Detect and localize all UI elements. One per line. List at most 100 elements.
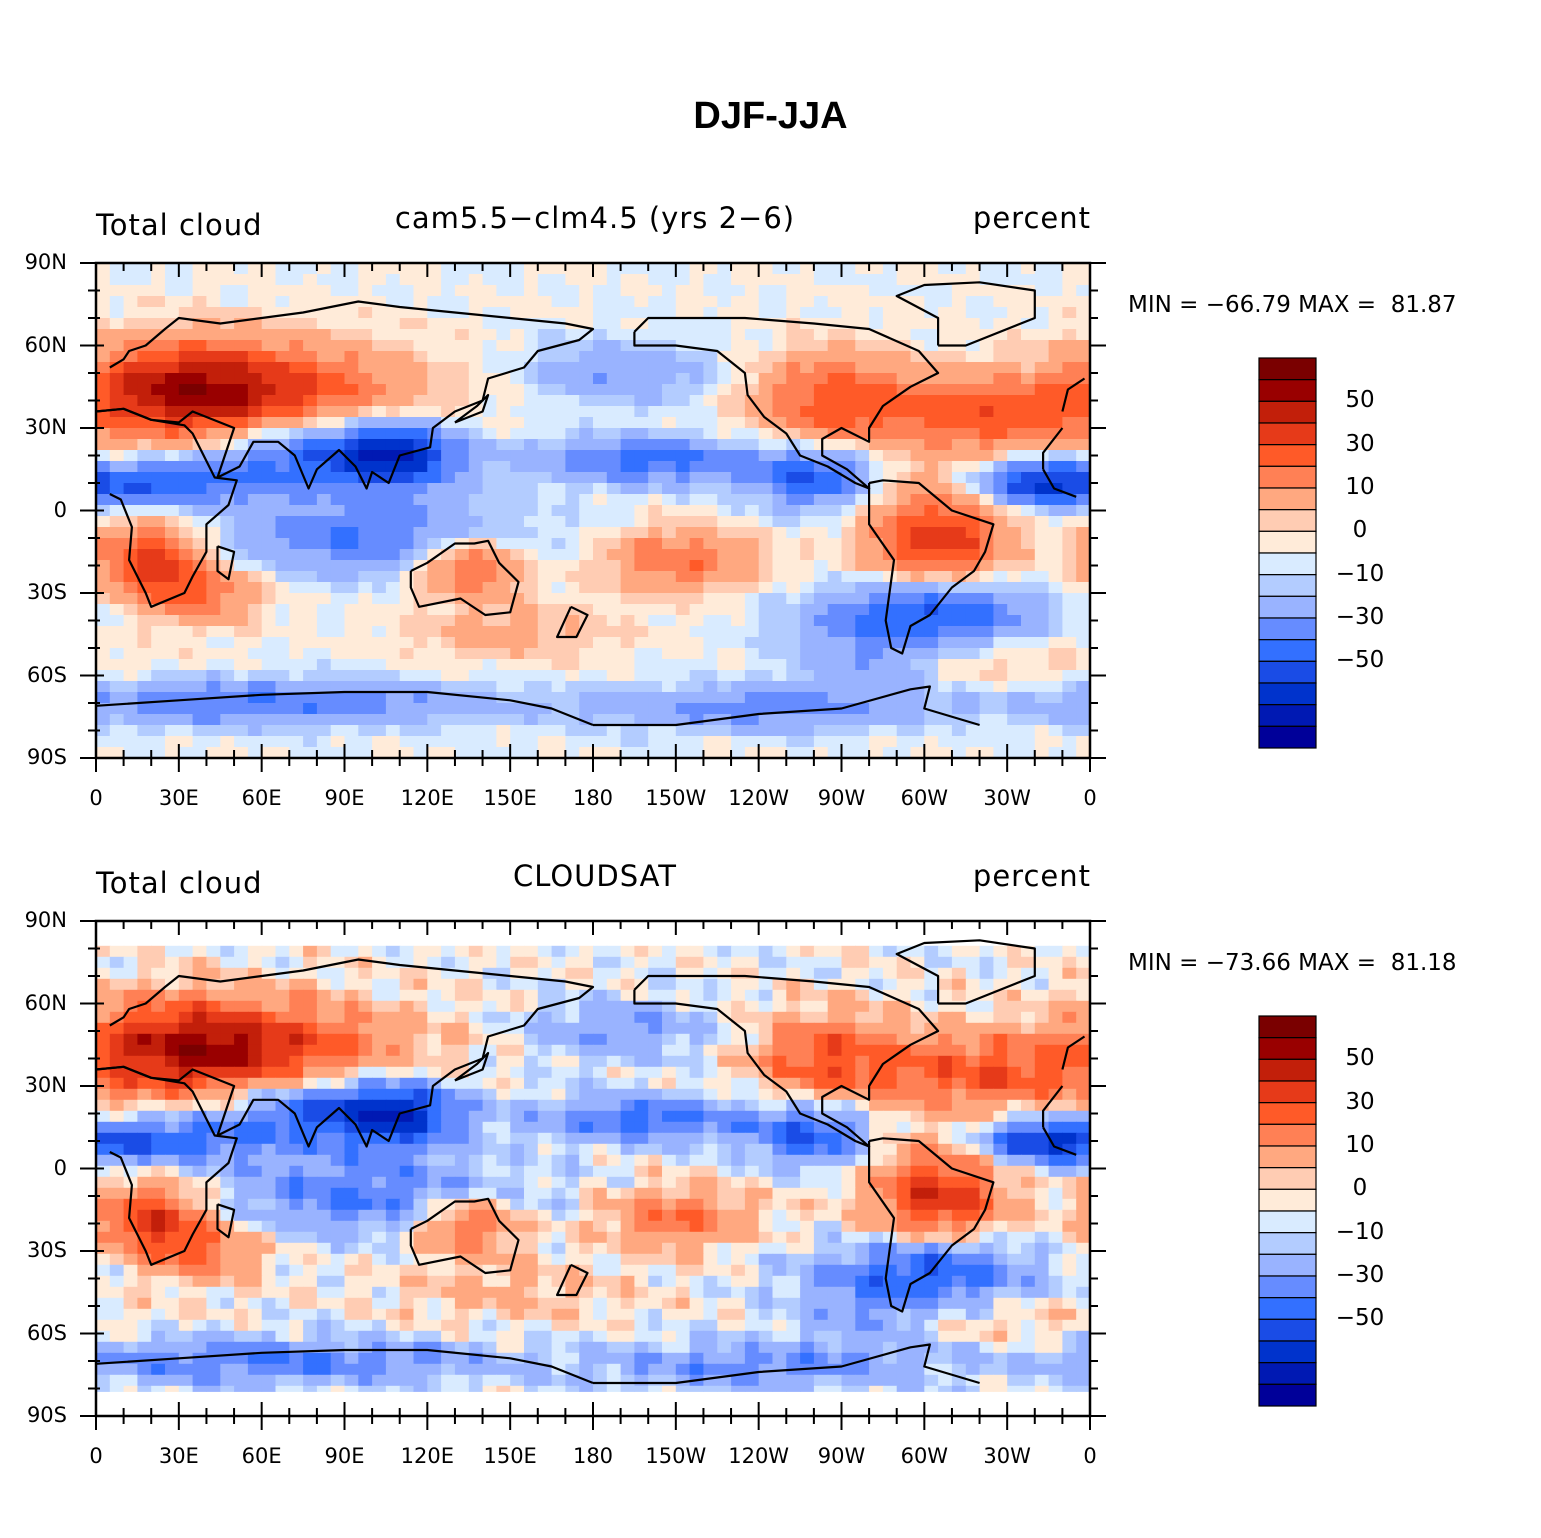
field-cell: [744, 1176, 760, 1189]
field-cell: [1062, 681, 1077, 693]
field-cell: [731, 725, 746, 737]
field-cell: [1062, 285, 1077, 297]
field-cell: [593, 1176, 608, 1189]
field-cell: [316, 604, 332, 616]
field-cell: [869, 593, 884, 605]
field-cell: [303, 527, 318, 539]
field-cell: [178, 637, 194, 649]
field-cell: [551, 692, 566, 704]
field-cell: [841, 692, 856, 704]
field-cell: [993, 736, 1008, 748]
field-cell: [758, 604, 774, 616]
field-cell: [524, 978, 539, 991]
field-cell: [358, 362, 373, 374]
field-cell: [358, 1110, 373, 1123]
field-cell: [1076, 725, 1091, 737]
field-cell: [813, 736, 829, 748]
field-cell: [855, 1055, 870, 1068]
field-cell: [841, 945, 856, 958]
field-cell: [648, 516, 663, 528]
field-cell: [827, 714, 843, 726]
field-cell: [151, 406, 166, 418]
field-cell: [399, 1088, 415, 1101]
field-cell: [620, 1110, 635, 1123]
field-cell: [1048, 1000, 1063, 1013]
field-cell: [1048, 725, 1063, 737]
field-cell: [399, 956, 415, 969]
field-cell: [1021, 978, 1036, 991]
field-cell: [813, 945, 829, 958]
field-cell: [468, 461, 484, 473]
field-cell: [330, 615, 346, 627]
field-cell: [385, 1022, 401, 1035]
field-cell: [717, 571, 732, 583]
field-cell: [537, 1088, 553, 1101]
field-cell: [703, 1088, 718, 1101]
field-cell: [303, 714, 318, 726]
field-cell: [220, 560, 235, 572]
field-cell: [427, 406, 442, 418]
field-cell: [924, 494, 939, 506]
field-cell: [1021, 615, 1036, 627]
field-cell: [579, 1033, 594, 1046]
field-cell: [468, 1154, 484, 1167]
field-cell: [303, 747, 318, 759]
field-cell: [772, 1066, 787, 1079]
field-cell: [220, 725, 235, 737]
field-cell: [979, 274, 994, 286]
field-cell: [731, 736, 746, 748]
field-cell: [634, 714, 649, 726]
field-cell: [192, 329, 207, 341]
field-cell: [537, 406, 553, 418]
field-cell: [1021, 1055, 1036, 1068]
field-cell: [441, 1077, 456, 1090]
field-cell: [800, 670, 815, 682]
field-cell: [496, 351, 511, 363]
field-cell: [648, 571, 663, 583]
field-cell: [344, 516, 359, 528]
field-cell: [813, 571, 829, 583]
field-cell: [786, 648, 801, 660]
field-cell: [869, 681, 884, 693]
field-cell: [537, 340, 553, 352]
field-cell: [772, 681, 787, 693]
field-cell: [648, 747, 663, 759]
field-cell: [137, 1110, 152, 1123]
field-cell: [482, 945, 497, 958]
field-cell: [827, 681, 843, 693]
field-cell: [565, 593, 580, 605]
field-cell: [385, 1044, 401, 1057]
field-cell: [979, 428, 994, 440]
field-cell: [827, 626, 843, 638]
field-cell: [675, 703, 691, 715]
field-cell: [427, 549, 442, 561]
field-cell: [385, 384, 401, 396]
field-cell: [662, 714, 677, 726]
field-cell: [662, 318, 677, 330]
field-cell: [882, 428, 898, 440]
field-cell: [275, 1121, 290, 1134]
field-cell: [441, 285, 456, 297]
field-cell: [910, 406, 925, 418]
field-cell: [841, 483, 856, 495]
field-cell: [951, 1088, 967, 1101]
field-cell: [1034, 549, 1050, 561]
field-cell: [220, 1165, 235, 1178]
field-cell: [910, 681, 925, 693]
field-cell: [454, 1077, 470, 1090]
field-cell: [454, 428, 470, 440]
field-cell: [938, 725, 953, 737]
field-cell: [137, 1132, 152, 1145]
field-cell: [109, 1022, 125, 1035]
field-cell: [579, 1000, 594, 1013]
field-cell: [537, 967, 553, 980]
field-cell: [841, 351, 856, 363]
field-cell: [606, 582, 622, 594]
field-cell: [510, 1033, 525, 1046]
field-cell: [1076, 527, 1091, 539]
field-cell: [316, 714, 332, 726]
field-cell: [1007, 725, 1022, 737]
field-cell: [441, 736, 456, 748]
field-cell: [537, 1077, 553, 1090]
field-cell: [938, 604, 953, 616]
